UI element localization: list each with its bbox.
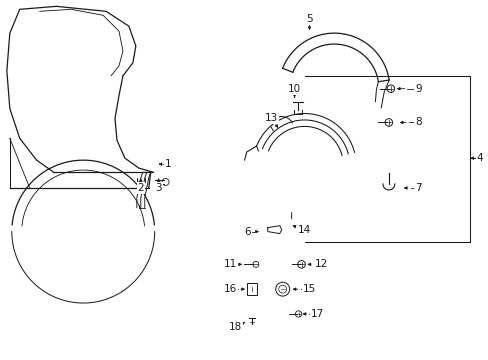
Text: 3: 3 — [155, 183, 162, 193]
Text: 1: 1 — [165, 159, 172, 169]
Text: 18: 18 — [228, 322, 241, 332]
Text: 8: 8 — [414, 117, 421, 127]
Text: 11: 11 — [223, 259, 236, 269]
Text: 12: 12 — [314, 259, 327, 269]
Text: 5: 5 — [305, 14, 312, 24]
Text: 10: 10 — [287, 84, 301, 94]
Text: 16: 16 — [223, 284, 236, 294]
Text: 4: 4 — [476, 153, 483, 163]
Text: 2: 2 — [137, 183, 144, 193]
Text: 9: 9 — [414, 84, 421, 94]
Text: 6: 6 — [244, 226, 251, 237]
Text: 17: 17 — [310, 309, 324, 319]
Text: 7: 7 — [414, 183, 421, 193]
Text: 14: 14 — [297, 225, 310, 235]
Text: 15: 15 — [302, 284, 315, 294]
Text: 13: 13 — [264, 113, 278, 123]
